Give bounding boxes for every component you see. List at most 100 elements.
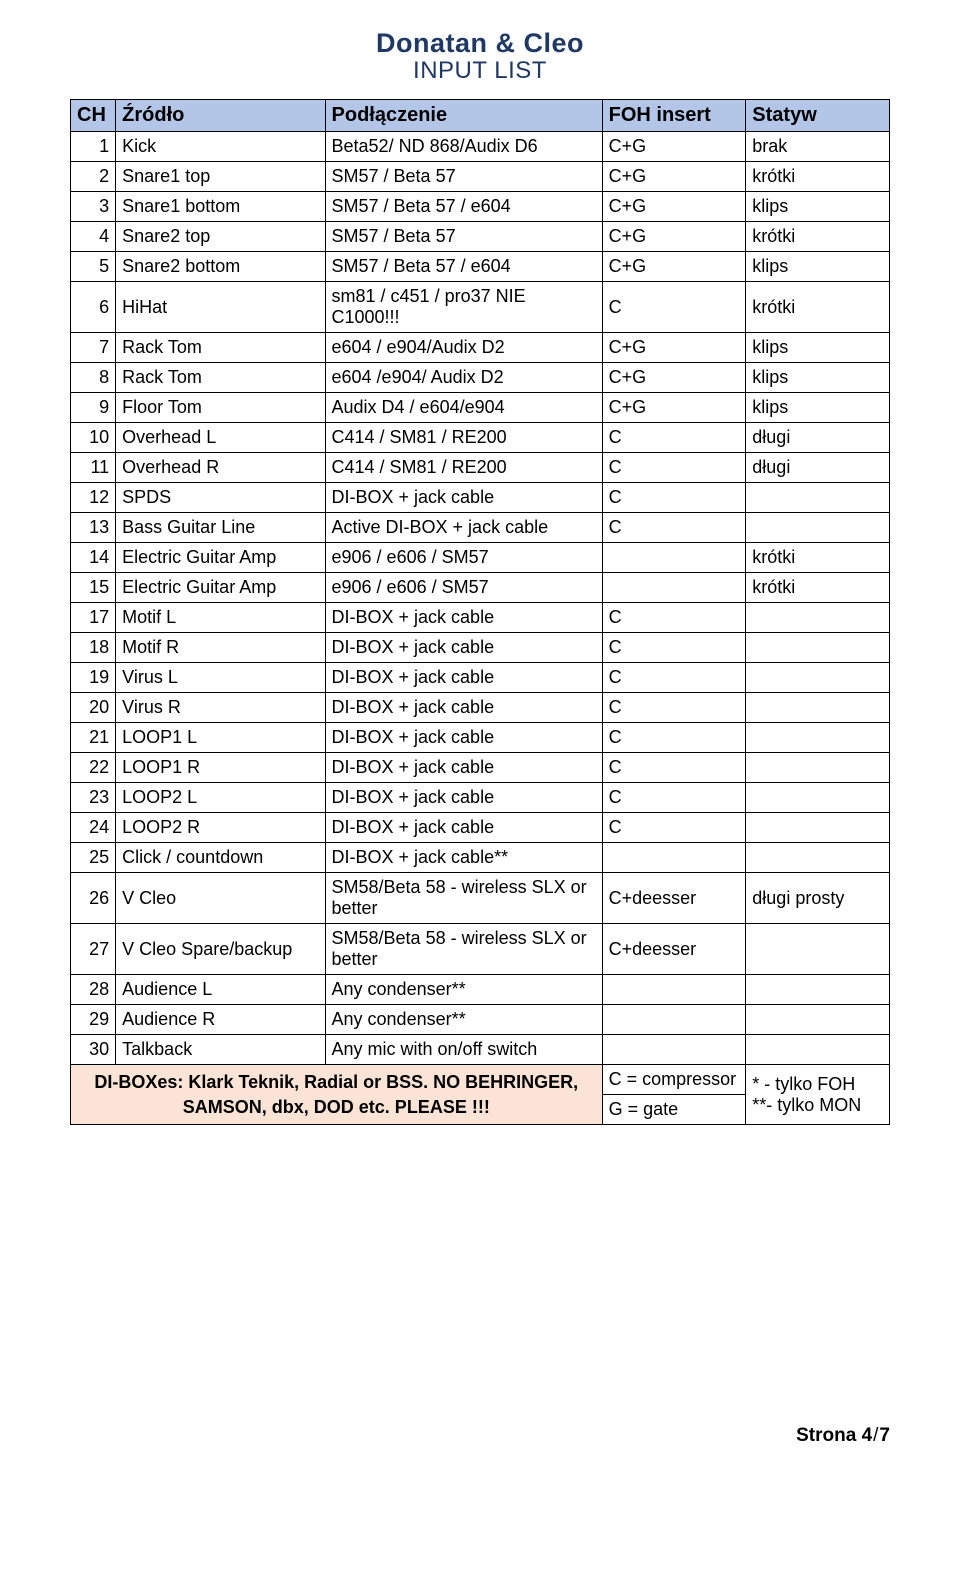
cell-conn: SM57 / Beta 57 / e604 [325, 192, 602, 222]
cell-ch: 12 [71, 483, 116, 513]
cell-conn: SM57 / Beta 57 / e604 [325, 252, 602, 282]
cell-src: Electric Guitar Amp [116, 573, 325, 603]
cell-ch: 4 [71, 222, 116, 252]
table-row: 20Virus RDI-BOX + jack cableC [71, 693, 890, 723]
table-row: 2Snare1 topSM57 / Beta 57C+Gkrótki [71, 162, 890, 192]
table-row: 3Snare1 bottomSM57 / Beta 57 / e604C+Gkl… [71, 192, 890, 222]
cell-ch: 3 [71, 192, 116, 222]
cell-conn: e604 / e904/Audix D2 [325, 333, 602, 363]
cell-stand [746, 513, 890, 543]
cell-stand [746, 924, 890, 975]
cell-foh [602, 1035, 746, 1065]
input-list-table: CH Źródło Podłączenie FOH insert Statyw … [70, 99, 890, 1125]
cell-foh [602, 543, 746, 573]
cell-ch: 22 [71, 753, 116, 783]
title-block: Donatan & Cleo INPUT LIST [70, 28, 890, 85]
cell-src: Audience L [116, 975, 325, 1005]
cell-stand [746, 723, 890, 753]
cell-stand [746, 975, 890, 1005]
cell-conn: DI-BOX + jack cable [325, 753, 602, 783]
cell-ch: 26 [71, 873, 116, 924]
cell-conn: SM57 / Beta 57 [325, 162, 602, 192]
table-row: 30TalkbackAny mic with on/off switch [71, 1035, 890, 1065]
cell-conn: SM58/Beta 58 - wireless SLX or better [325, 924, 602, 975]
cell-src: LOOP2 R [116, 813, 325, 843]
cell-stand: krótki [746, 222, 890, 252]
table-row: 18Motif RDI-BOX + jack cableC [71, 633, 890, 663]
table-row: 19Virus LDI-BOX + jack cableC [71, 663, 890, 693]
table-row: 25Click / countdownDI-BOX + jack cable** [71, 843, 890, 873]
cell-ch: 23 [71, 783, 116, 813]
table-row: 24LOOP2 RDI-BOX + jack cableC [71, 813, 890, 843]
cell-conn: DI-BOX + jack cable [325, 483, 602, 513]
cell-ch: 9 [71, 393, 116, 423]
cell-stand: krótki [746, 543, 890, 573]
cell-stand [746, 663, 890, 693]
cell-src: Electric Guitar Amp [116, 543, 325, 573]
legend-star: * - tylko FOH **- tylko MON [746, 1065, 890, 1125]
col-ch-header: CH [71, 100, 116, 132]
cell-stand [746, 813, 890, 843]
table-row: 11Overhead RC414 / SM81 / RE200Cdługi [71, 453, 890, 483]
table-row: 15Electric Guitar Ampe906 / e606 / SM57k… [71, 573, 890, 603]
cell-ch: 27 [71, 924, 116, 975]
cell-stand [746, 1035, 890, 1065]
cell-src: Snare1 top [116, 162, 325, 192]
cell-conn: e604 /e904/ Audix D2 [325, 363, 602, 393]
cell-conn: SM57 / Beta 57 [325, 222, 602, 252]
cell-foh: C [602, 783, 746, 813]
cell-src: LOOP1 L [116, 723, 325, 753]
table-row: 22LOOP1 RDI-BOX + jack cableC [71, 753, 890, 783]
cell-conn: sm81 / c451 / pro37 NIE C1000!!! [325, 282, 602, 333]
table-row: 5Snare2 bottomSM57 / Beta 57 / e604C+Gkl… [71, 252, 890, 282]
table-row: 6HiHatsm81 / c451 / pro37 NIE C1000!!!Ck… [71, 282, 890, 333]
table-row: 7Rack Tome604 / e904/Audix D2C+Gklips [71, 333, 890, 363]
cell-foh: C [602, 423, 746, 453]
cell-foh: C [602, 723, 746, 753]
cell-foh: C [602, 663, 746, 693]
cell-stand [746, 693, 890, 723]
cell-stand: klips [746, 393, 890, 423]
cell-foh: C+G [602, 393, 746, 423]
table-row: 8Rack Tome604 /e904/ Audix D2C+Gklips [71, 363, 890, 393]
footer-total: 7 [879, 1425, 890, 1446]
table-row: 28Audience LAny condenser** [71, 975, 890, 1005]
cell-conn: Beta52/ ND 868/Audix D6 [325, 132, 602, 162]
cell-foh: C [602, 693, 746, 723]
cell-conn: C414 / SM81 / RE200 [325, 453, 602, 483]
cell-stand [746, 633, 890, 663]
cell-ch: 10 [71, 423, 116, 453]
title-line1: Donatan & Cleo [70, 28, 890, 59]
cell-foh: C+G [602, 132, 746, 162]
cell-src: HiHat [116, 282, 325, 333]
col-conn-header: Podłączenie [325, 100, 602, 132]
cell-src: Snare1 bottom [116, 192, 325, 222]
cell-conn: Any condenser** [325, 975, 602, 1005]
table-row: 26V CleoSM58/Beta 58 - wireless SLX or b… [71, 873, 890, 924]
cell-foh [602, 975, 746, 1005]
cell-foh: C+deesser [602, 873, 746, 924]
cell-ch: 29 [71, 1005, 116, 1035]
table-row: 4Snare2 topSM57 / Beta 57C+Gkrótki [71, 222, 890, 252]
cell-foh: C [602, 453, 746, 483]
cell-ch: 7 [71, 333, 116, 363]
cell-src: LOOP1 R [116, 753, 325, 783]
cell-foh: C [602, 282, 746, 333]
cell-ch: 25 [71, 843, 116, 873]
cell-stand: długi [746, 453, 890, 483]
cell-stand: długi [746, 423, 890, 453]
cell-src: Snare2 bottom [116, 252, 325, 282]
cell-conn: Audix D4 / e604/e904 [325, 393, 602, 423]
cell-src: Motif R [116, 633, 325, 663]
cell-src: Overhead L [116, 423, 325, 453]
cell-ch: 15 [71, 573, 116, 603]
cell-src: Virus L [116, 663, 325, 693]
cell-src: Audience R [116, 1005, 325, 1035]
title-line2: INPUT LIST [70, 57, 890, 85]
cell-src: V Cleo [116, 873, 325, 924]
cell-conn: C414 / SM81 / RE200 [325, 423, 602, 453]
cell-ch: 30 [71, 1035, 116, 1065]
cell-conn: e906 / e606 / SM57 [325, 573, 602, 603]
cell-stand [746, 753, 890, 783]
cell-stand: długi prosty [746, 873, 890, 924]
